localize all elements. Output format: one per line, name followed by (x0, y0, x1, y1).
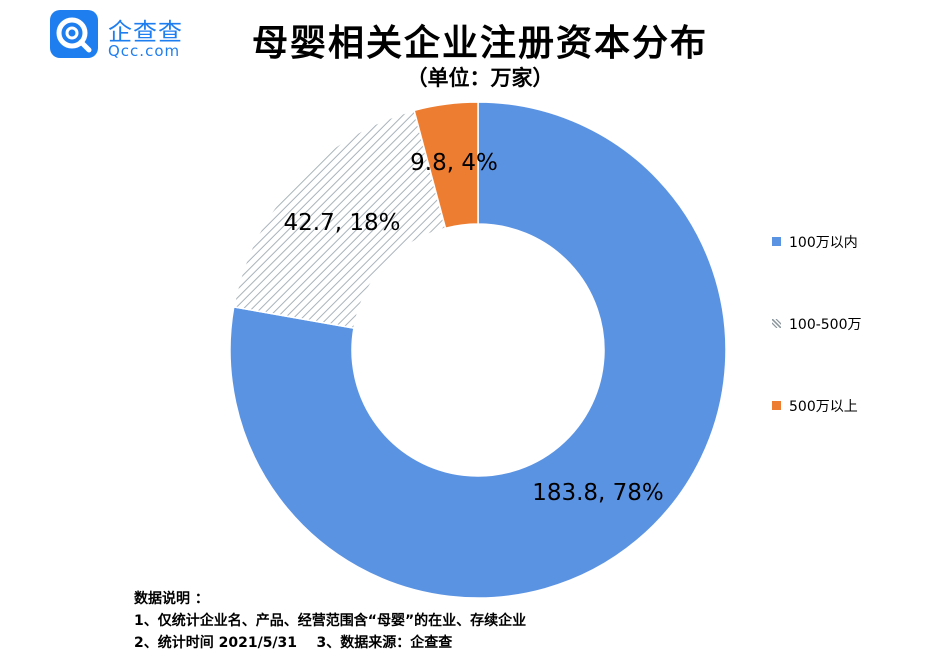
slice-under-100 (229, 101, 727, 599)
chart-subtitle: （单位：万家） (406, 66, 554, 90)
notes-heading: 数据说明 ： (134, 591, 209, 607)
logo-text-en: Qcc.com (108, 42, 181, 60)
legend-swatch-100-500 (772, 319, 781, 328)
notes-line-1: 1、仅统计企业名、产品、经营范围含“母婴”的在业、存续企业 (134, 613, 527, 629)
notes-line-2: 2、统计时间 2021/5/31 3、数据来源：企查查 (134, 635, 453, 651)
chart-title: 母婴相关企业注册资本分布 (251, 23, 708, 64)
chart-legend: 100万以内 100-500万 500万以上 (772, 232, 932, 478)
legend-item-over-500: 500万以上 (772, 396, 932, 416)
legend-swatch-over-500 (772, 401, 781, 410)
legend-label: 100-500万 (789, 317, 862, 333)
slice-over-500 (413, 101, 479, 230)
legend-item-100-500: 100-500万 (772, 314, 932, 334)
slice-100-500 (232, 109, 447, 329)
qcc-logo: 企查查 Qcc.com (50, 10, 200, 66)
data-label-under-100: 183.8, 78% (532, 480, 664, 506)
legend-label: 100万以内 (789, 235, 858, 251)
data-notes: 数据说明 ： 1、仅统计企业名、产品、经营范围含“母婴”的在业、存续企业 2、统计时… (134, 588, 526, 654)
legend-label: 500万以上 (789, 399, 858, 415)
qcc-logo-icon (50, 10, 98, 58)
data-label-100-500: 42.7, 18% (284, 210, 401, 236)
logo-text-cn: 企查查 (108, 18, 183, 46)
data-label-over-500: 9.8, 4% (410, 150, 498, 176)
legend-item-under-100: 100万以内 (772, 232, 932, 252)
legend-swatch-under-100 (772, 237, 781, 246)
